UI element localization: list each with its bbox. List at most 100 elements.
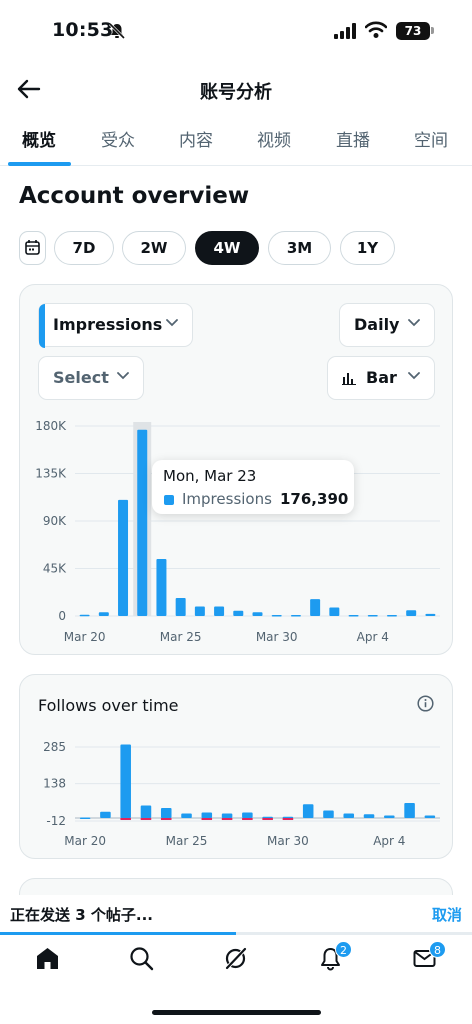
chart-bar [98,612,109,616]
notifications-badge: 2 [335,941,352,958]
chart-bar [194,606,205,616]
follows-card: Follows over time [19,674,453,859]
chevron-down-icon [117,372,129,380]
chart-bar [242,812,253,819]
date-picker-button[interactable] [19,231,46,265]
tab-content[interactable]: 内容 [179,131,213,151]
chart-bar [406,610,417,616]
metric-color-accent [39,304,45,348]
y-tick-label: 138 [43,777,66,791]
chart-bar [310,599,321,616]
tab-audience[interactable]: 受众 [101,131,135,151]
home-indicator [152,1010,321,1015]
messages-badge: 8 [429,941,446,958]
posting-status-text: 正在发送 3 个帖子... [10,906,153,924]
back-arrow-icon[interactable] [16,76,42,102]
bottom-nav: 2 8 [0,935,472,1024]
chart-type-dropdown[interactable]: Bar [327,356,435,400]
calendar-icon [25,240,40,255]
page-header-title: 账号分析 [200,82,272,103]
chart-bar [233,610,244,616]
x-tick-label: Apr 4 [373,834,405,848]
tab-video[interactable]: 视频 [257,131,291,151]
chart-bar [329,607,340,616]
tab-bar: 概览 受众 内容 视频 直播 空间 [0,124,472,166]
y-tick-label: 45K [43,562,67,576]
bell-muted-icon [108,22,126,40]
posting-status-bar: 正在发送 3 个帖子... 取消 [0,895,472,933]
metric-dropdown[interactable]: Impressions [38,303,193,348]
chart-bar [214,606,225,616]
follows-card-title: Follows over time [38,696,179,715]
info-icon[interactable] [417,695,434,712]
chart-bar [271,614,282,617]
impressions-chart[interactable]: 180K 135K 90K 45K 0 Mar 20 Mar 25 Mar 30 Apr 4 [20,410,452,650]
chart-tooltip: Mon, Mar 23 Impressions 176,390 [152,460,354,514]
chart-type-dropdown-label: Bar [366,368,397,387]
chart-bar-negative [201,818,213,821]
signal-icon [334,23,356,39]
x-tick-label: Mar 30 [256,630,298,644]
tooltip-date: Mon, Mar 23 [163,467,257,485]
status-bar: 10:53 73 [0,0,472,62]
chart-bar [252,612,263,616]
bar-chart-icon [342,373,356,385]
chart-bar [79,817,91,820]
chart-bar [343,813,355,819]
range-3m-button[interactable]: 3M [268,231,331,265]
notifications-bell-icon[interactable] [318,946,343,971]
chart-bar-negative [160,818,172,821]
chart-bar [425,613,436,616]
interval-dropdown-label: Daily [354,315,400,334]
chart-bar [348,614,359,617]
x-tick-label: Mar 25 [160,630,202,644]
tab-live[interactable]: 直播 [336,131,370,151]
chart-bar-negative [242,818,253,821]
range-7d-button[interactable]: 7D [54,231,114,265]
chart-bar [156,559,167,616]
chart-bar [384,815,395,819]
chart-bar [424,815,436,819]
chart-bar [120,744,131,819]
chevron-down-icon [408,372,420,380]
chart-bar [221,813,233,819]
home-icon[interactable] [35,946,60,971]
chart-bar [137,429,148,616]
x-tick-label: Mar 20 [64,834,106,848]
chart-bar [404,803,415,819]
tab-spaces[interactable]: 空间 [414,131,448,151]
chevron-down-icon [408,319,420,327]
chart-bar [302,804,314,819]
tab-overview[interactable]: 概览 [22,131,56,151]
range-4w-button[interactable]: 4W [195,231,259,265]
chart-bar [181,813,192,819]
y-tick-label: 90K [43,514,67,528]
posting-progress-bar [0,932,472,935]
y-tick-label: 0 [58,609,66,623]
compare-dropdown[interactable]: Select [38,356,144,400]
metric-dropdown-label: Impressions [53,315,163,334]
x-tick-label: Mar 25 [166,834,208,848]
y-tick-label: 135K [35,467,67,481]
chart-bar [323,810,334,819]
y-tick-label: 180K [35,419,67,433]
x-tick-label: Mar 20 [64,630,106,644]
chart-bar-negative [262,818,273,821]
chart-bar-negative [221,818,233,821]
search-icon[interactable] [129,946,154,971]
interval-dropdown[interactable]: Daily [339,303,435,347]
compare-dropdown-label: Select [53,368,109,387]
chevron-down-icon [166,319,178,327]
chart-bar [262,816,273,819]
range-2w-button[interactable]: 2W [122,231,186,265]
x-tick-label: Apr 4 [357,630,389,644]
follows-chart[interactable]: 285 138 -12 Mar 20 Mar 25 Mar 30 Apr 4 [20,735,452,855]
chart-bar [175,598,186,616]
cancel-posting-button[interactable]: 取消 [431,906,462,924]
chart-bar [386,614,397,617]
chart-bar [290,614,301,617]
battery-level: 73 [396,22,430,40]
grok-icon[interactable] [223,946,248,971]
battery-icon [431,27,434,34]
range-1y-button[interactable]: 1Y [340,231,395,265]
